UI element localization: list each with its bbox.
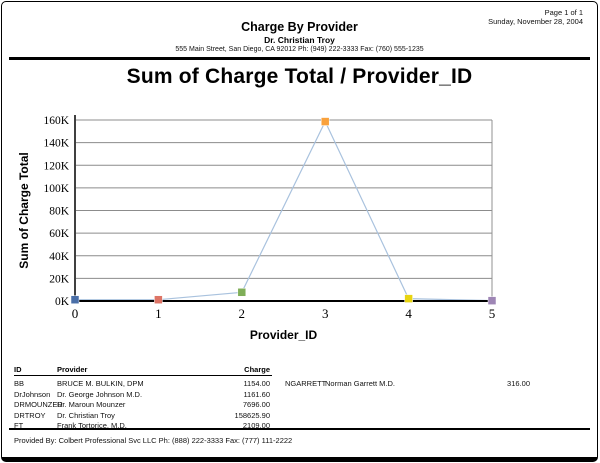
y-tick-label: 160K: [43, 115, 69, 127]
charge-cell: 1154.00: [243, 379, 270, 388]
charge-cell: 1161.60: [243, 389, 270, 399]
x-tick-label: 2: [239, 306, 246, 321]
header-divider: [9, 57, 590, 60]
report-title: Charge By Provider: [241, 20, 358, 34]
provider-id-cell: DRMOUNZER: [14, 400, 63, 409]
charge-cell: 7696.00: [242, 400, 270, 409]
data-point-marker: [320, 117, 330, 126]
y-tick-label: 140K: [43, 138, 69, 150]
y-tick-label: 120K: [43, 160, 69, 172]
data-point-marker: [237, 288, 247, 297]
footer-provided-by: Provided By: Colbert Professional Svc LL…: [14, 436, 293, 445]
data-point-marker: [70, 295, 80, 304]
provider-name-cell: Dr. Maroun Mounzer: [57, 400, 126, 409]
chart-title: Sum of Charge Total / Provider_ID: [126, 65, 473, 88]
page-meta: Page 1 of 1 Sunday, November 28, 2004: [488, 8, 583, 26]
table-header-divider: [14, 375, 272, 376]
y-axis-title: Sum of Charge Total: [17, 152, 31, 268]
provider-name-cell: Dr. George Johnson M.D.: [57, 389, 143, 399]
line-chart: 0K 20K 40K 60K 80K 100K 120K 140K 160K 0 1 2 3 4 5 Prov…: [2, 105, 598, 360]
y-tick-label: 80K: [49, 206, 70, 218]
charge-cell: 2109.00: [242, 421, 270, 430]
page-number: Page 1 of 1: [544, 8, 583, 17]
provider-id-cell: FT: [14, 421, 24, 430]
provider-id-cell: DrJohnson: [14, 389, 51, 399]
provider-name-cell: Norman Garrett M.D.: [325, 379, 396, 388]
data-point-marker: [154, 295, 163, 304]
provider-name-cell: Dr. Christian Troy: [57, 410, 115, 420]
table-header-id: ID: [14, 365, 22, 374]
provider-id-cell: BB: [14, 379, 25, 388]
x-axis-title: Provider_ID: [250, 328, 318, 342]
y-tick-label: 40K: [49, 251, 70, 263]
provider-name-cell: Frank Tortorice, M.D.: [57, 421, 127, 430]
provider-table: BB BRUCE M. BULKIN, DPM 1154.00 DrJohnson Dr…: [2, 379, 598, 434]
y-tick-label: 60K: [49, 228, 70, 240]
provider-id-cell: DRTROY: [14, 410, 46, 420]
provider-id-cell: NGARRETT: [285, 379, 327, 388]
provider-name-cell: BRUCE M. BULKIN, DPM: [57, 379, 144, 388]
x-tick-label: 3: [322, 306, 329, 321]
y-tick-label: 0K: [55, 296, 70, 308]
data-point-marker: [487, 296, 497, 305]
y-tick-label: 20K: [49, 273, 70, 285]
x-tick-label: 5: [489, 306, 496, 321]
chart-canvas: 0K 20K 40K 60K 80K 100K 120K 140K 160K 0 1 2 3 4 5 Prov…: [17, 115, 497, 342]
x-tick-label: 4: [405, 306, 412, 321]
x-tick-label: 1: [155, 306, 162, 321]
table-header-charge: Charge: [244, 365, 270, 374]
report-date: Sunday, November 28, 2004: [488, 17, 583, 26]
y-tick-label: 100K: [43, 183, 69, 195]
charge-cell: 158625.90: [234, 410, 270, 420]
table-header-provider: Provider: [57, 365, 88, 374]
x-tick-label: 0: [72, 306, 79, 321]
footer-divider: [9, 428, 590, 430]
data-line: [74, 120, 493, 302]
charge-cell: 316.00: [507, 379, 530, 388]
data-point-marker: [404, 294, 413, 303]
practice-address: 555 Main Street, San Diego, CA 92012 Ph:…: [175, 46, 424, 53]
practice-name: Dr. Christian Troy: [264, 35, 335, 45]
